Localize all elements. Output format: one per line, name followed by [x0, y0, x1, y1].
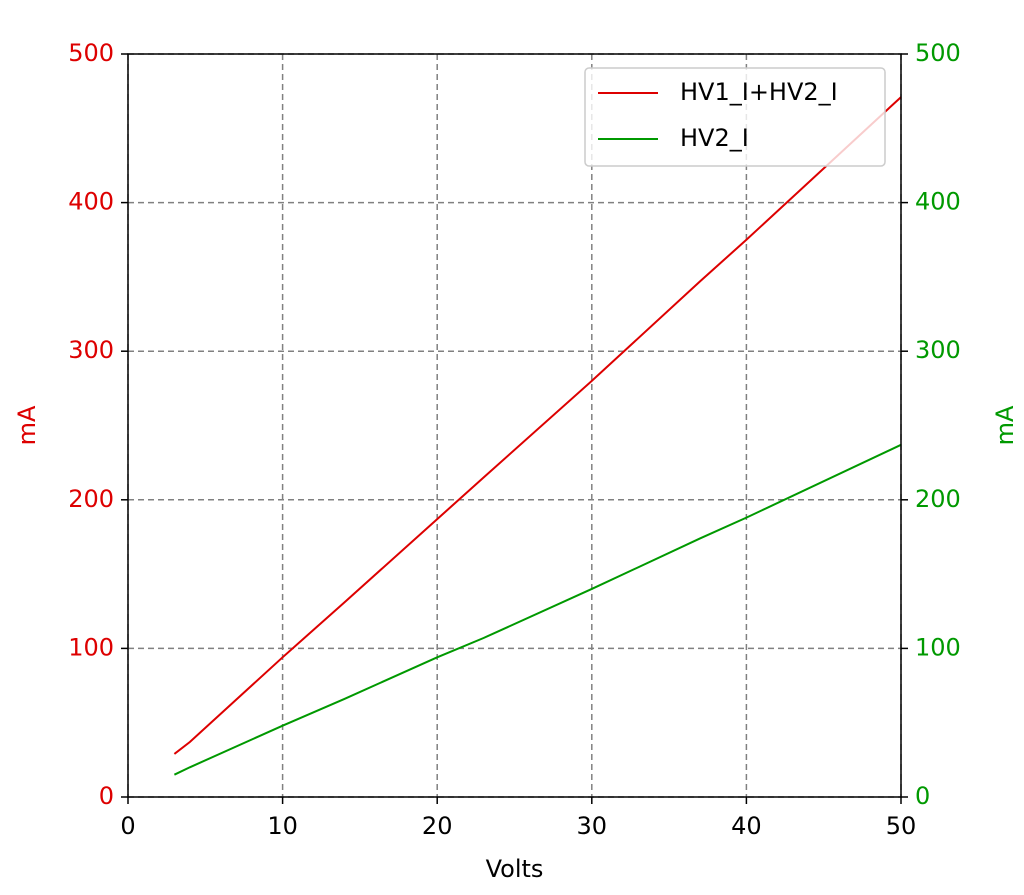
legend-label: HV2_I — [680, 124, 749, 152]
y-tick-label: 400 — [68, 188, 114, 216]
y2-tick-label: 100 — [915, 633, 961, 661]
data-line — [173, 443, 902, 776]
x-tick-label: 30 — [577, 812, 608, 840]
plot-frame — [127, 53, 902, 798]
x-tick-label: 20 — [422, 812, 453, 840]
y-axis-label: mA — [13, 405, 41, 445]
x-tick-label: 10 — [267, 812, 298, 840]
y2-tick-label: 400 — [915, 188, 961, 216]
legend-box — [584, 67, 886, 167]
y-tick-label: 300 — [68, 336, 114, 364]
x-tick-label: 40 — [731, 812, 762, 840]
legend: HV1_I+HV2_I HV2_I — [584, 67, 886, 167]
x-axis-label: Volts — [486, 855, 544, 883]
y2-tick-label: 300 — [915, 336, 961, 364]
y-tick-label: 200 — [68, 485, 114, 513]
y2-tick-label: 500 — [915, 39, 961, 67]
x-tick-label: 50 — [886, 812, 917, 840]
legend-label: HV1_I+HV2_I — [680, 78, 838, 106]
y2-tick-label: 200 — [915, 485, 961, 513]
y2-axis-label: mA — [991, 405, 1019, 445]
x-tick-label: 0 — [120, 812, 135, 840]
data-line — [173, 96, 902, 755]
y-tick-label: 100 — [68, 633, 114, 661]
y-tick-label: 0 — [99, 782, 114, 810]
y2-tick-label: 0 — [915, 782, 930, 810]
y-tick-label: 500 — [68, 39, 114, 67]
